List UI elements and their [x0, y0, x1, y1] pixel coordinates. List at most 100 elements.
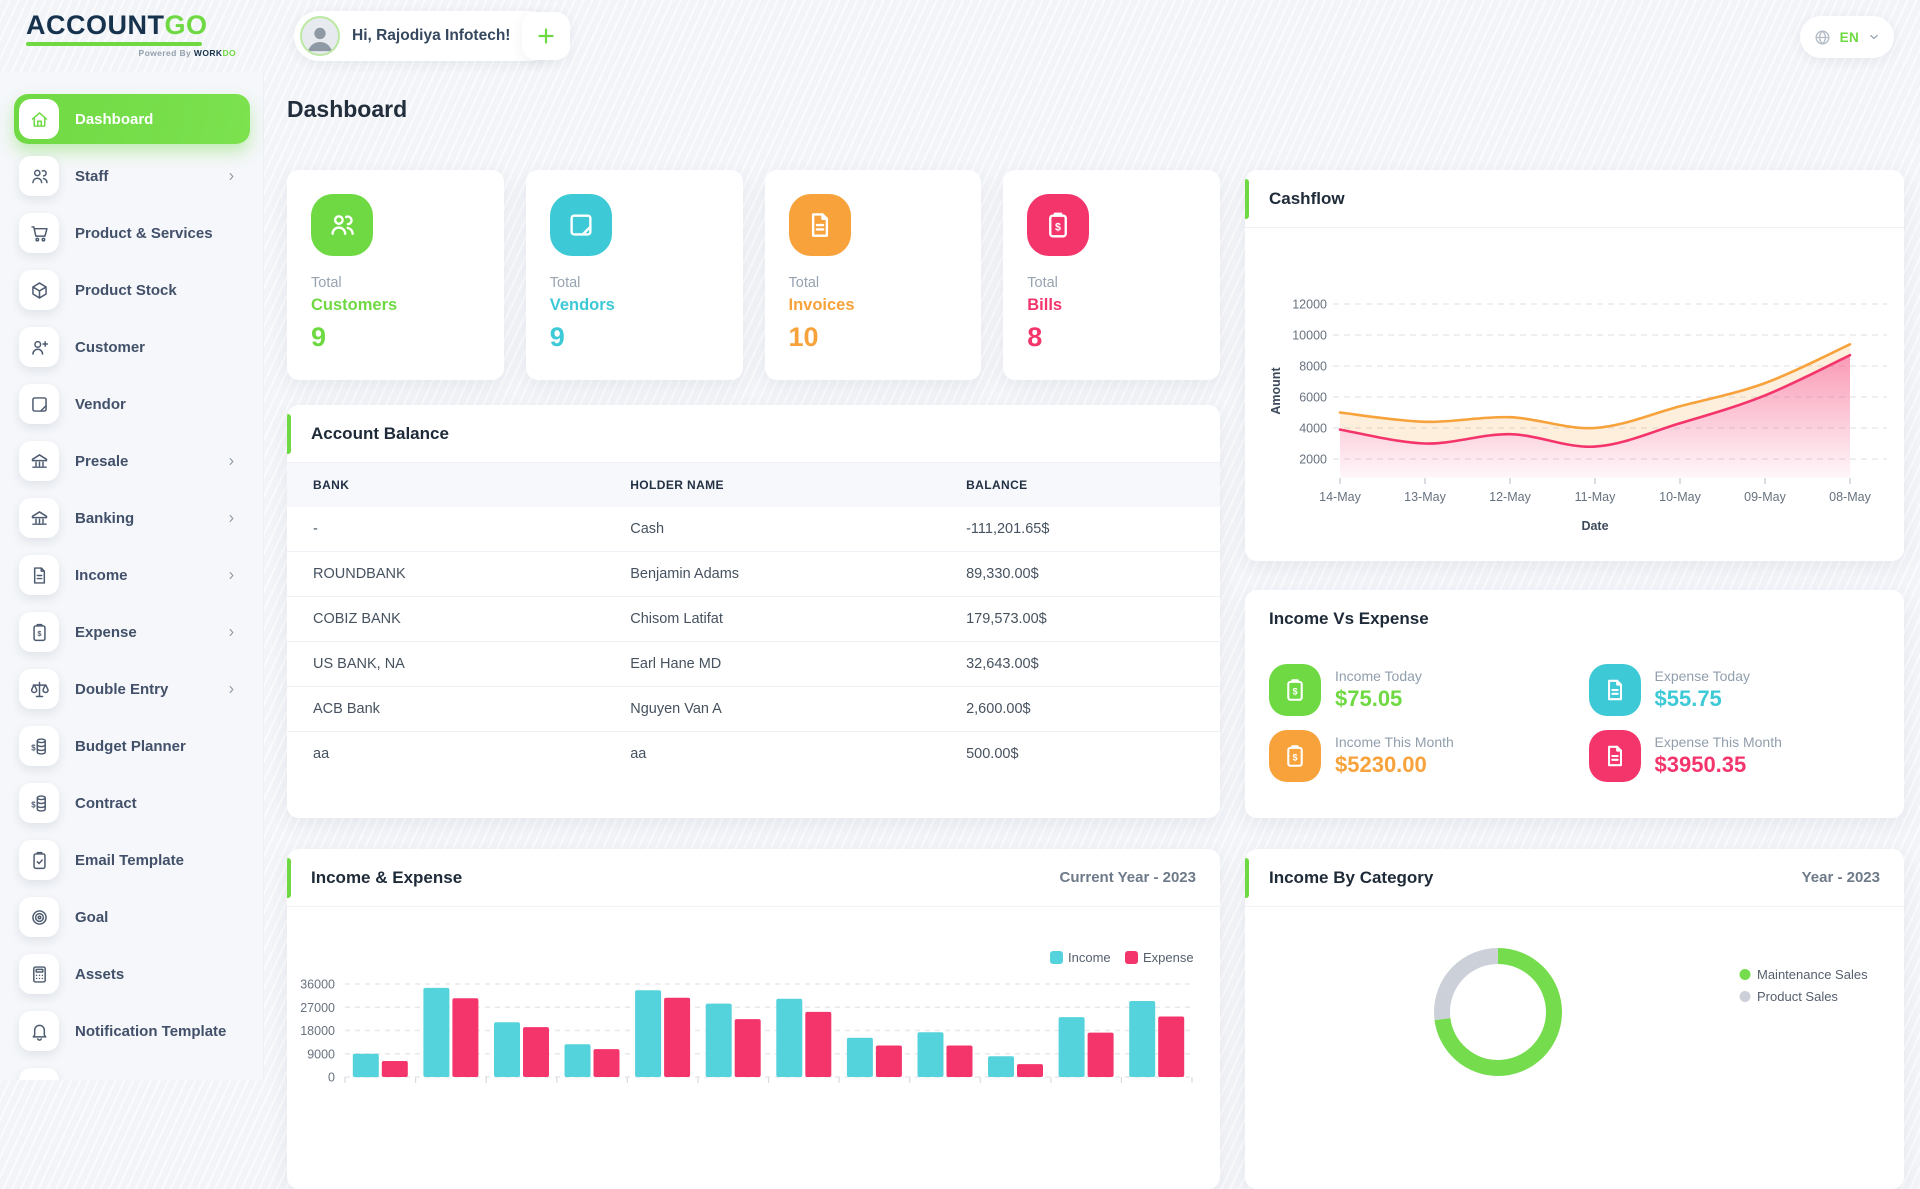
svg-text:12000: 12000 — [1292, 298, 1327, 312]
sidebar-item-income[interactable]: Income — [14, 550, 250, 600]
svg-text:Maintenance Sales: Maintenance Sales — [1757, 967, 1868, 982]
sidebar-item-report[interactable]: Report — [14, 1063, 250, 1080]
file-lines-icon — [1588, 664, 1641, 716]
sidebar-item-label: Expense — [75, 623, 137, 641]
income-by-category-period: Year - 2023 — [1801, 869, 1880, 886]
table-cell: US BANK, NA — [287, 641, 605, 687]
svg-text:6000: 6000 — [1299, 391, 1327, 405]
svg-text:$: $ — [1055, 221, 1061, 233]
chevron-right-icon — [225, 455, 238, 468]
table-row: ROUNDBANK Benjamin Adams 89,330.00$ — [287, 551, 1220, 597]
account-balance-table: BANK HOLDER NAME BALANCE - Cash -111,201.6… — [287, 463, 1220, 776]
tile-label: Income This Month — [1335, 734, 1454, 750]
sidebar-item-dashboard[interactable]: Dashboard — [14, 94, 250, 144]
add-button[interactable] — [522, 12, 570, 60]
globe-icon — [1813, 28, 1832, 47]
user-greeting: Hi, Rajodiya Infotech! — [352, 27, 511, 44]
bank-icon — [19, 498, 59, 538]
user-menu[interactable]: Hi, Rajodiya Infotech! — [294, 11, 556, 61]
cashflow-card-header: Cashflow — [1245, 170, 1904, 228]
sidebar-item-staff[interactable]: Staff — [14, 151, 250, 201]
svg-text:Product Sales: Product Sales — [1757, 989, 1838, 1004]
table-row: COBIZ BANK Chisom Latifat 179,573.00$ — [287, 596, 1220, 642]
table-cell: -111,201.65$ — [966, 521, 1050, 537]
svg-text:$: $ — [31, 743, 36, 752]
sidebar-item-vendor[interactable]: Vendor — [14, 379, 250, 429]
sidebar-item-presale[interactable]: Presale — [14, 436, 250, 486]
stat-value: 9 — [549, 322, 565, 352]
income-expense-bar-chart: 0 9000 18000 27000 36000 Income Expense — [287, 907, 1220, 1142]
stat-card-customers: Total Customers 9 — [287, 170, 504, 380]
column-holder-name: HOLDER NAME — [604, 463, 941, 507]
svg-text:09-May: 09-May — [1744, 490, 1786, 504]
cashflow-chart: 12000 10000 8000 6000 4000 2000 14-May 13-May 12… — [1245, 228, 1904, 561]
app-logo[interactable]: ACCOUNTGO Powered By WORKDO — [26, 12, 236, 58]
sidebar-item-product-services[interactable]: Product & Services — [14, 208, 250, 258]
logo-wordmark: ACCOUNTGO — [26, 10, 208, 40]
sidebar-item-contract[interactable]: $ Contract — [14, 778, 250, 828]
note-icon — [19, 384, 59, 424]
svg-text:Expense: Expense — [1143, 950, 1194, 965]
sidebar-item-product-stock[interactable]: Product Stock — [14, 265, 250, 315]
income-expense-chart-period: Current Year - 2023 — [1059, 869, 1196, 886]
target-icon — [19, 897, 59, 937]
sidebar-item-notification-template[interactable]: Notification Template — [14, 1006, 250, 1056]
avatar — [300, 16, 340, 56]
table-cell: ACB Bank — [287, 686, 605, 732]
sidebar-item-label: Presale — [75, 452, 129, 470]
home-icon — [19, 99, 59, 139]
sidebar-item-email-template[interactable]: Email Template — [14, 835, 250, 885]
sidebar-item-assets[interactable]: Assets — [14, 949, 250, 999]
sidebar-item-label: Assets — [75, 965, 125, 983]
table-cell: COBIZ BANK — [287, 596, 605, 642]
income-by-category-header: Income By Category Year - 2023 — [1245, 849, 1904, 907]
sidebar-item-goal[interactable]: Goal — [14, 892, 250, 942]
chevron-right-icon — [225, 512, 238, 525]
language-selector[interactable]: EN — [1799, 16, 1894, 58]
table-row: aa aa 500.00$ — [287, 731, 1220, 776]
stat-prefix: Total — [1027, 275, 1058, 291]
clipboard-check-icon — [19, 840, 59, 880]
svg-text:$: $ — [1292, 687, 1297, 697]
bell-icon — [19, 1011, 59, 1051]
stat-label: Customers — [311, 296, 398, 314]
sidebar-item-label: Double Entry — [75, 680, 169, 698]
table-cell: Earl Hane MD — [604, 641, 941, 687]
logo-underline — [26, 42, 202, 46]
table-cell: 32,643.00$ — [940, 641, 1220, 687]
svg-text:Income: Income — [1068, 950, 1111, 965]
sidebar-item-double-entry[interactable]: Double Entry — [14, 664, 250, 714]
sidebar-item-customer[interactable]: Customer — [14, 322, 250, 372]
income-by-category-title: Income By Category — [1269, 867, 1434, 887]
account-balance-title: Account Balance — [311, 423, 449, 443]
svg-text:36000: 36000 — [300, 978, 335, 992]
table-cell: 89,330.00$ — [940, 551, 1220, 597]
chevron-right-icon — [225, 170, 238, 183]
income-expense-chart-header: Income & Expense Current Year - 2023 — [287, 849, 1220, 907]
file-lines-icon — [788, 194, 851, 256]
table-cell: aa — [604, 731, 941, 776]
table-row: US BANK, NA Earl Hane MD 32,643.00$ — [287, 641, 1220, 687]
table-cell: Chisom Latifat — [604, 596, 941, 642]
sidebar-item-budget-planner[interactable]: $ Budget Planner — [14, 721, 250, 771]
tile-income-today: $ Income Today $75.05 — [1269, 664, 1561, 716]
sidebar-item-label: Notification Template — [75, 1022, 227, 1040]
sidebar-item-banking[interactable]: Banking — [14, 493, 250, 543]
table-cell: 500.00$ — [940, 731, 1220, 776]
stat-value: 8 — [1027, 322, 1043, 352]
svg-text:10-May: 10-May — [1659, 490, 1701, 504]
svg-text:18000: 18000 — [300, 1024, 335, 1038]
stat-card-bills: $ Total Bills 8 — [1003, 170, 1220, 380]
sidebar-item-expense[interactable]: $ Expense — [14, 607, 250, 657]
scales-icon — [19, 669, 59, 709]
tile-value: $3950.35 — [1654, 752, 1747, 777]
sidebar-menu: Dashboard Staff Product & Services Product … — [0, 94, 264, 1080]
stat-prefix: Total — [549, 275, 581, 291]
stat-card-invoices: Total Invoices 10 — [764, 170, 982, 380]
sidebar-item-label: Product Stock — [75, 281, 177, 299]
clipboard-dollar-icon: $ — [1269, 730, 1321, 782]
stats-row: Total Customers 9 Total Vendors 9 Total Invoice… — [287, 170, 1220, 380]
svg-text:4000: 4000 — [1299, 422, 1327, 436]
account-balance-card: Account Balance BANK HOLDER NAME BALANCE… — [287, 405, 1220, 818]
svg-text:11-May: 11-May — [1575, 490, 1617, 504]
